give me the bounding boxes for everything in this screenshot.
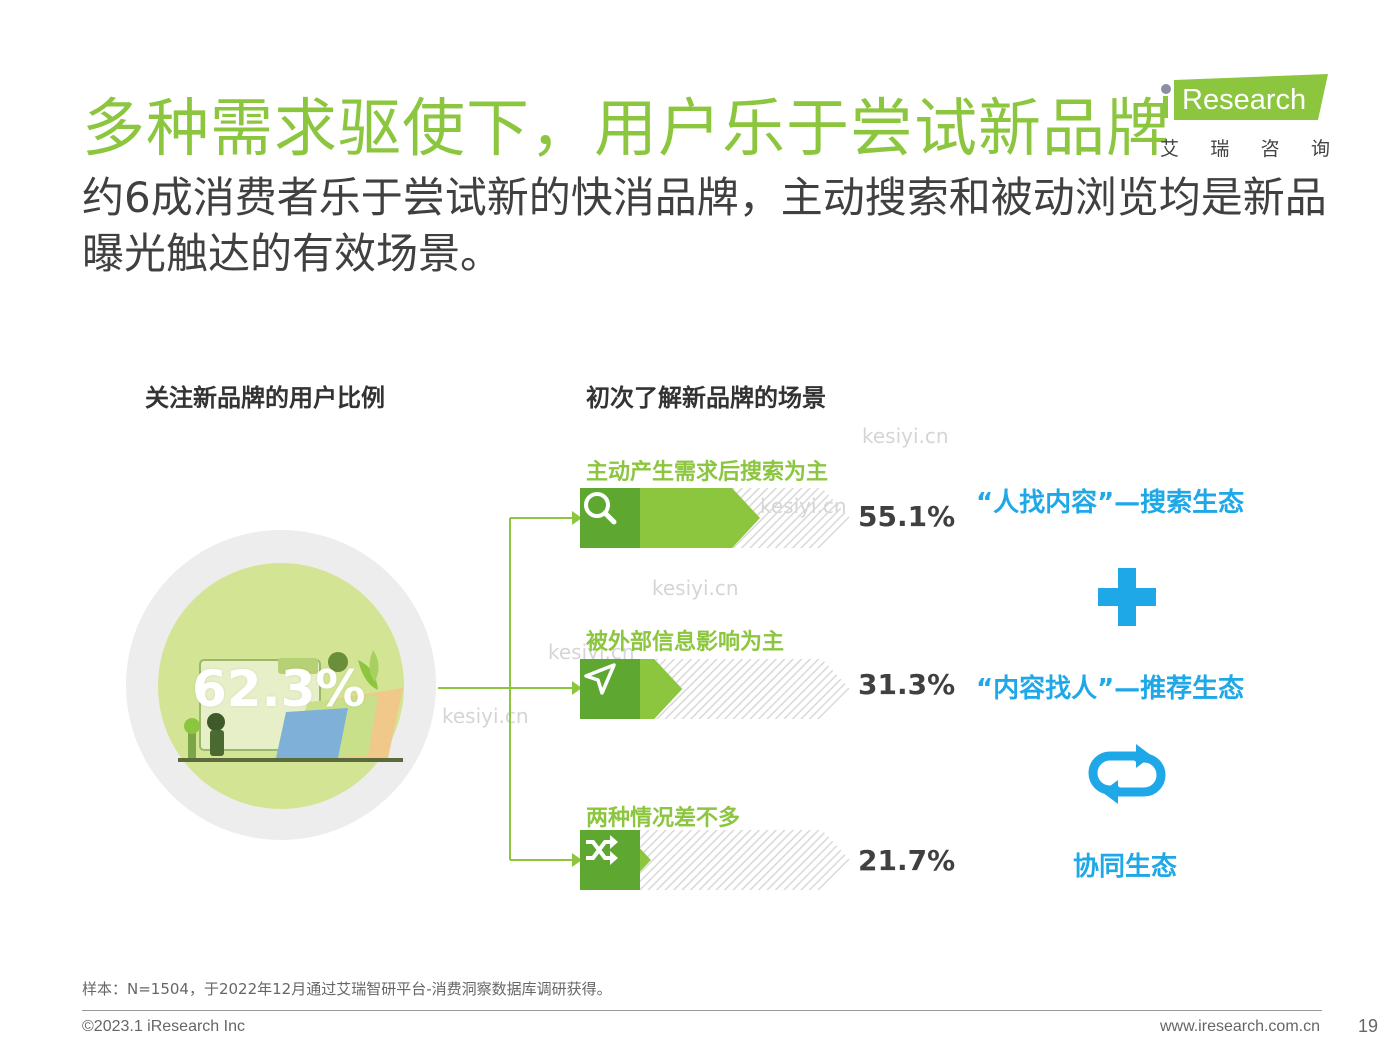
search-icon: [584, 492, 617, 525]
logo-brand-text: Research: [1182, 84, 1307, 116]
bar-track: [580, 830, 850, 890]
logo-cn-char: 咨: [1260, 138, 1280, 160]
eco-search-label: “人找内容”—搜索生态: [976, 488, 1245, 518]
bar-value-label: 31.3%: [858, 668, 956, 701]
iresearch-logo: Research 艾 瑞 咨 询: [1160, 74, 1330, 164]
website: www.iresearch.com.cn: [1159, 1018, 1320, 1035]
plus-icon: [1118, 568, 1136, 626]
bar-external: [580, 659, 850, 719]
shopping-illustration-icon: [178, 650, 403, 762]
watermark: kesiyi.cn: [862, 424, 949, 448]
send-icon: [584, 663, 616, 695]
chart-title: 初次了解新品牌的场景: [586, 384, 826, 412]
eco-synergy-label: 协同生态: [1073, 852, 1178, 882]
scene-label-both: 两种情况差不多: [586, 806, 741, 831]
scene-label-search: 主动产生需求后搜索为主: [586, 460, 829, 485]
page-title: 多种需求驱使下，用户乐于尝试新品牌: [82, 92, 1170, 165]
watermark: kesiyi.cn: [652, 576, 739, 600]
logo-cn-char: 询: [1310, 138, 1330, 160]
cycle-icon: [1088, 744, 1166, 804]
shuffle-icon: [586, 835, 618, 865]
bar-search: [580, 488, 850, 548]
logo-i-mark: [1163, 96, 1168, 118]
sample-note: 样本：N=1504，于2022年12月通过艾瑞智研平台-消费洞察数据库调研获得。: [82, 980, 612, 998]
bar-value-label: 21.7%: [858, 844, 956, 877]
page-subtitle: 约6成消费者乐于尝试新的快消品牌，主动搜索和被动浏览均是新品曝光触达的有效场景。: [82, 173, 1327, 278]
bar-value-label: 55.1%: [858, 500, 956, 533]
left-section-heading: 关注新品牌的用户比例: [145, 384, 385, 412]
scene-label-external: 被外部信息影响为主: [586, 630, 785, 655]
bar-row-external: [580, 659, 860, 719]
ratio-value: 62.3%: [192, 660, 366, 718]
logo-cn-text: 艾 瑞 咨 询: [1160, 134, 1330, 161]
bar-icon-box: [580, 659, 640, 719]
logo-cn-char: 艾: [1160, 138, 1180, 160]
footer-divider: [82, 1010, 1322, 1011]
logo-dot: [1161, 84, 1171, 94]
eco-recommend-label: “内容找人”—推荐生态: [976, 674, 1245, 704]
bar-both: [580, 830, 850, 890]
logo-cn-char: 瑞: [1210, 138, 1230, 160]
bar-row-search: [580, 488, 860, 548]
watermark: kesiyi.cn: [442, 704, 529, 728]
copyright: ©2023.1 iResearch Inc: [82, 1018, 245, 1035]
bar-row-both: [580, 830, 860, 890]
page-number: 19: [1358, 1016, 1379, 1036]
